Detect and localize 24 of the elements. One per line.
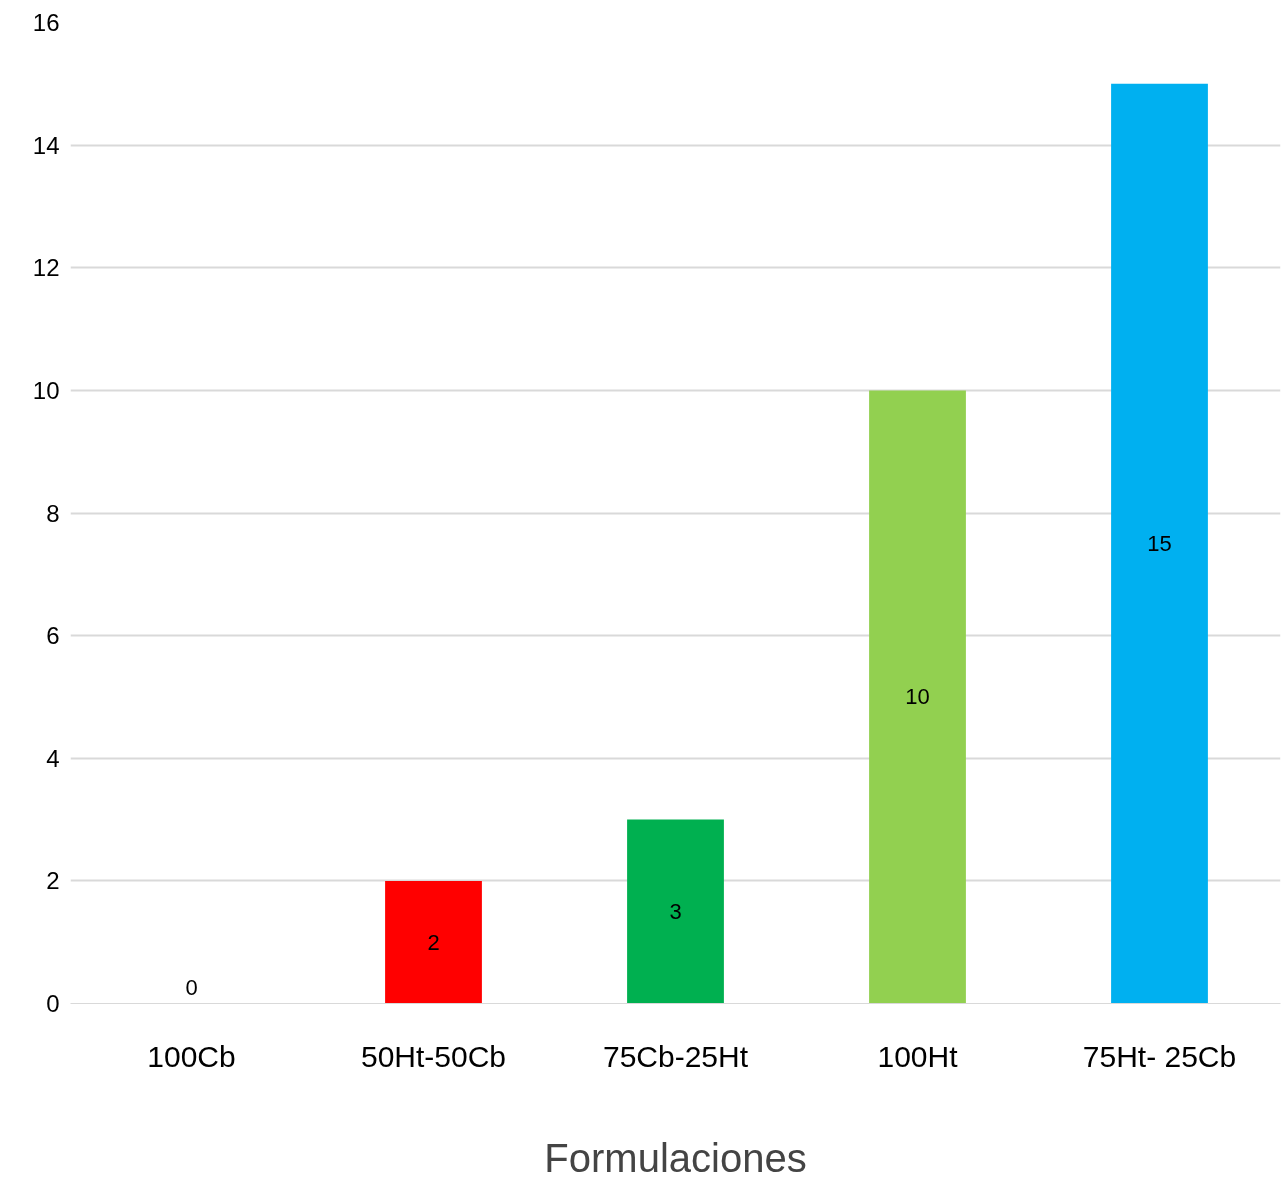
x-axis-title: Formulaciones <box>544 1135 807 1180</box>
y-tick-label: 10 <box>32 376 60 404</box>
y-tick-label: 12 <box>32 254 60 282</box>
y-tick-label: 14 <box>32 131 60 159</box>
bar <box>1111 83 1208 1004</box>
x-tick-label: 75Cb-25Ht <box>602 1039 749 1073</box>
y-tick-label: 6 <box>46 622 60 650</box>
x-tick-label: 100Cb <box>147 1039 236 1073</box>
bar <box>385 880 482 1004</box>
data-label: 10 <box>905 684 930 710</box>
x-tick-label: 75Ht- 25Cb <box>1082 1039 1237 1073</box>
data-label: 2 <box>427 929 440 955</box>
x-tick-label: 100Ht <box>877 1039 959 1073</box>
y-tick-label: 0 <box>46 990 60 1017</box>
data-label: 0 <box>185 975 198 1000</box>
x-tick-label: 50Ht-50Cb <box>360 1039 507 1073</box>
data-label: 3 <box>669 899 682 925</box>
y-tick-label: 4 <box>46 744 60 772</box>
y-tick-label: 2 <box>46 867 60 895</box>
bar <box>627 819 724 1004</box>
y-tick-label: 8 <box>46 499 60 527</box>
y-tick-label: 16 <box>32 9 60 36</box>
bar <box>869 390 966 1004</box>
data-label: 15 <box>1147 531 1172 557</box>
